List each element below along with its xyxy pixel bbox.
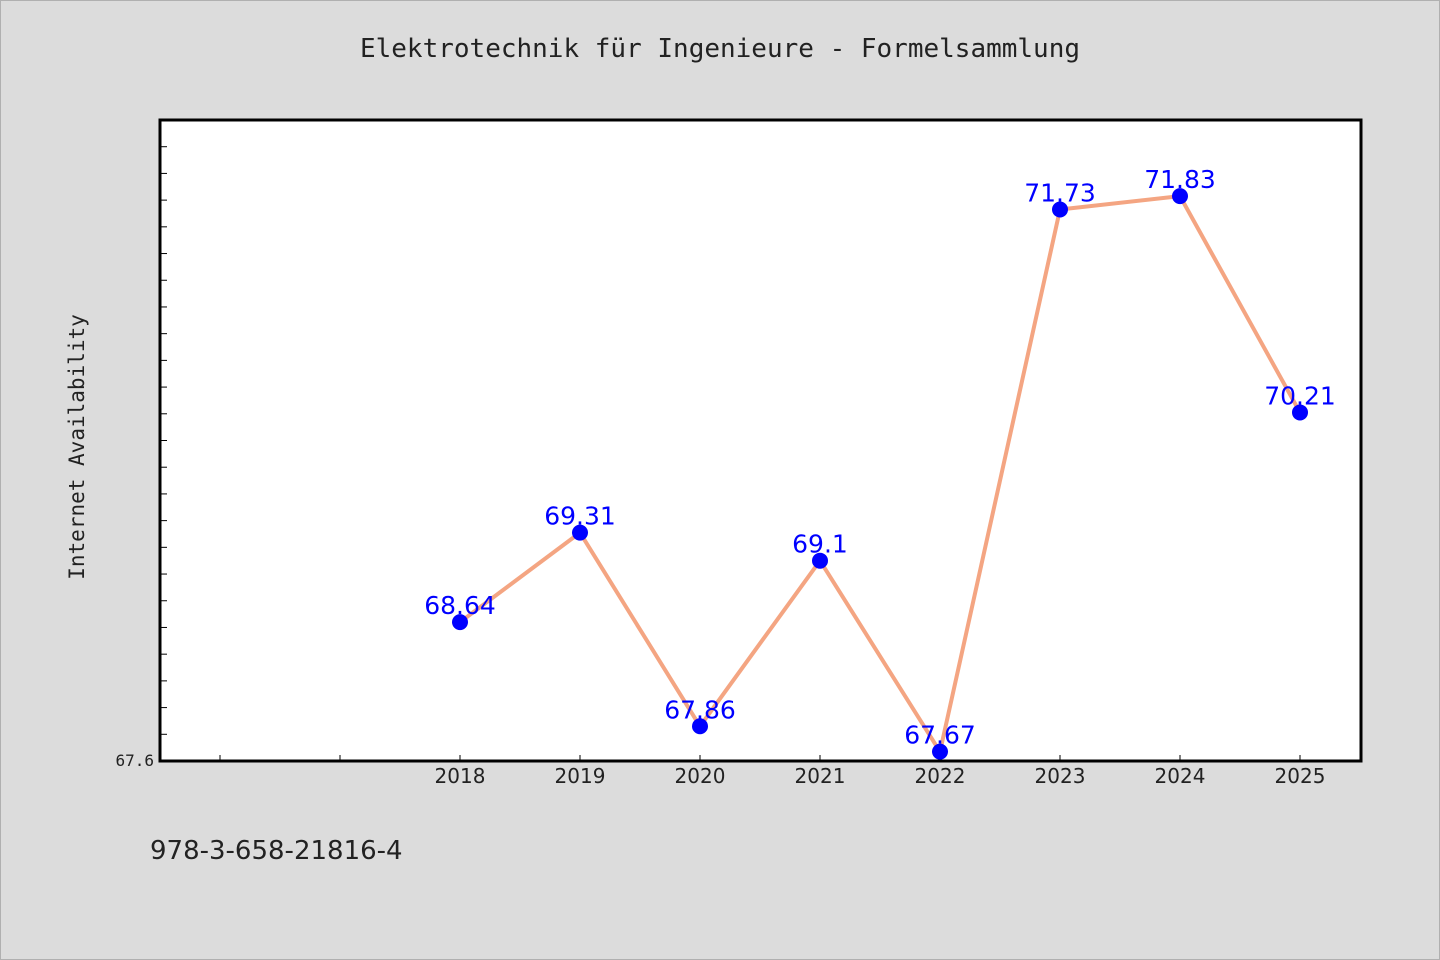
- x-tick-label: 2018: [435, 764, 486, 788]
- data-point[interactable]: [1052, 201, 1068, 218]
- data-point[interactable]: [812, 552, 828, 569]
- data-label: 69.1: [792, 530, 848, 559]
- chart-title: Elektrotechnik für Ingenieure - Formelsa…: [359, 34, 1081, 64]
- x-tick-label: 2019: [555, 764, 606, 788]
- data-label: 71.83: [1144, 165, 1216, 194]
- x-tick-label: 2025: [1275, 764, 1326, 788]
- data-point[interactable]: [452, 614, 468, 631]
- data-label: 68.64: [424, 591, 496, 620]
- y-tick-label: 67.6: [115, 751, 154, 770]
- x-tick-label: 2022: [915, 764, 966, 788]
- data-label: 67.67: [904, 721, 976, 750]
- plot-area: [158, 118, 1363, 763]
- data-label: 71.73: [1024, 178, 1096, 207]
- data-label: 67.86: [664, 695, 736, 724]
- series-line: [458, 194, 1302, 754]
- data-point[interactable]: [1172, 188, 1188, 205]
- data-point[interactable]: [692, 718, 708, 735]
- x-tick-label: 2024: [1155, 764, 1206, 788]
- x-tick-label: 2023: [1035, 764, 1086, 788]
- data-label: 70.21: [1264, 381, 1336, 410]
- series-group: 68.64 69.31 67.86 69.1 67.67 71.73 71.83 70.21: [424, 165, 1336, 760]
- data-point[interactable]: [572, 524, 588, 541]
- isbn-footer: 978-3-658-21816-4: [150, 836, 403, 866]
- data-label: 69.31: [544, 502, 616, 531]
- x-tick-label: 2021: [795, 764, 846, 788]
- axes: 67.6 2018 2019 2020 2021 2022 2023 2024 2025: [115, 119, 1326, 788]
- data-point[interactable]: [1292, 404, 1308, 421]
- x-tick-label: 2020: [675, 764, 726, 788]
- data-point[interactable]: [932, 743, 948, 760]
